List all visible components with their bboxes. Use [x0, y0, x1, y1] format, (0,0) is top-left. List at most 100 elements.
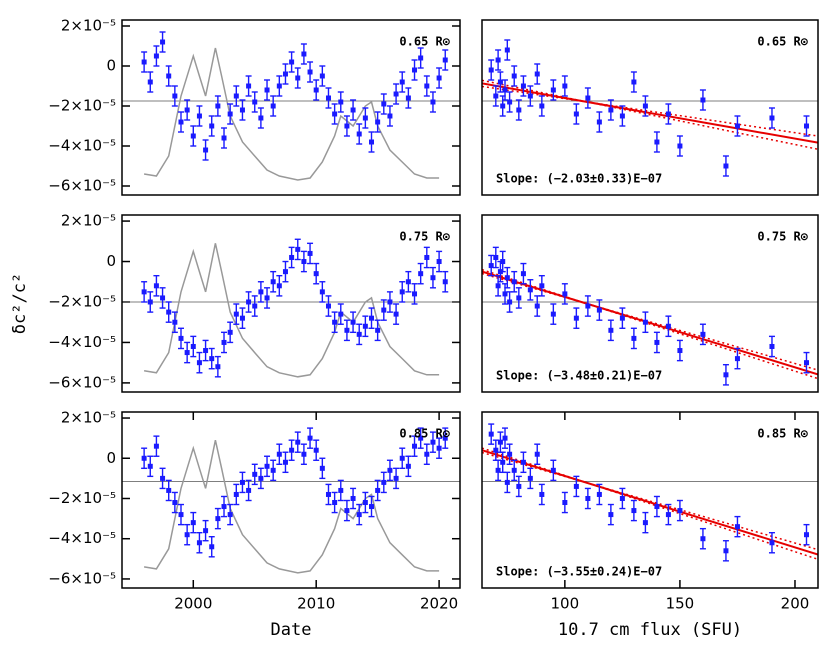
- data-point: [258, 475, 264, 481]
- data-point: [381, 307, 387, 313]
- data-point: [153, 283, 159, 289]
- data-point: [723, 548, 729, 554]
- y-tick-label: −2×10⁻⁵: [48, 489, 116, 507]
- data-point: [734, 356, 740, 362]
- fit-confidence: [482, 447, 818, 561]
- data-point: [418, 55, 424, 61]
- data-point: [344, 123, 350, 129]
- data-point: [665, 111, 671, 117]
- data-point: [700, 97, 706, 103]
- data-point: [418, 271, 424, 277]
- data-point: [497, 79, 503, 85]
- data-point: [264, 295, 270, 301]
- data-point: [319, 73, 325, 79]
- data-point: [677, 348, 683, 354]
- y-tick-label: 0: [106, 252, 116, 270]
- data-point: [209, 356, 215, 362]
- data-point: [289, 254, 295, 260]
- data-point: [516, 107, 522, 113]
- x-tick-label: 200: [781, 595, 810, 613]
- data-point: [608, 107, 614, 113]
- data-point: [246, 83, 252, 89]
- data-point: [233, 93, 239, 99]
- y-tick-label: 2×10⁻⁵: [61, 17, 116, 35]
- y-tick-label: 0: [106, 449, 116, 467]
- data-point: [270, 467, 276, 473]
- x-axis-label: Date: [271, 620, 312, 640]
- data-point: [221, 504, 227, 510]
- data-point: [270, 279, 276, 285]
- data-point: [399, 455, 405, 461]
- y-tick-label: −4×10⁻⁵: [48, 529, 116, 547]
- data-point: [203, 528, 209, 534]
- data-point: [362, 115, 368, 121]
- data-point: [405, 463, 411, 469]
- data-point: [654, 504, 660, 510]
- data-point: [356, 331, 362, 337]
- data-point: [153, 53, 159, 59]
- flux-curve: [143, 47, 440, 181]
- data-point: [338, 311, 344, 317]
- data-point: [585, 495, 591, 501]
- data-point: [387, 299, 393, 305]
- data-point: [166, 73, 172, 79]
- fit-line: [482, 270, 818, 376]
- data-point: [190, 133, 196, 139]
- data-point: [375, 487, 381, 493]
- x-tick-label: 100: [551, 595, 580, 613]
- data-point: [399, 79, 405, 85]
- data-point: [221, 339, 227, 345]
- y-tick-label: −2×10⁻⁵: [48, 292, 116, 310]
- y-tick-label: −4×10⁻⁵: [48, 333, 116, 351]
- panel-label: 0.65 R⊙: [757, 35, 808, 49]
- data-point: [507, 451, 513, 457]
- data-point: [387, 113, 393, 119]
- data-point: [233, 491, 239, 497]
- data-point: [264, 87, 270, 93]
- data-point: [313, 87, 319, 93]
- data-point: [221, 135, 227, 141]
- data-point: [196, 360, 202, 366]
- fit-confidence: [482, 85, 818, 137]
- x-tick-label: 2020: [420, 595, 458, 613]
- data-point: [190, 343, 196, 349]
- data-point: [654, 139, 660, 145]
- data-point: [769, 115, 775, 121]
- data-point: [734, 524, 740, 530]
- data-point: [350, 107, 356, 113]
- data-point: [497, 439, 503, 445]
- data-point: [184, 107, 190, 113]
- data-point: [338, 99, 344, 105]
- data-point: [313, 271, 319, 277]
- plot-area: [482, 39, 818, 177]
- data-point: [264, 463, 270, 469]
- data-point: [516, 483, 522, 489]
- data-point: [325, 303, 331, 309]
- data-point: [442, 279, 448, 285]
- slope-annotation: Slope: (−2.03±0.33)E−07: [496, 172, 662, 186]
- data-point: [375, 119, 381, 125]
- data-point: [677, 508, 683, 514]
- data-point: [665, 512, 671, 518]
- data-point: [319, 465, 325, 471]
- data-point: [239, 107, 245, 113]
- panel-frame: [481, 214, 819, 393]
- plot-area: [122, 427, 460, 574]
- data-point: [619, 495, 625, 501]
- data-point: [246, 299, 252, 305]
- data-point: [642, 520, 648, 526]
- data-point: [803, 532, 809, 538]
- data-point: [178, 119, 184, 125]
- data-point: [511, 467, 517, 473]
- data-point: [166, 487, 172, 493]
- data-point: [436, 259, 442, 265]
- data-point: [585, 95, 591, 101]
- data-point: [252, 471, 258, 477]
- data-point: [723, 372, 729, 378]
- data-point: [369, 139, 375, 145]
- data-point: [585, 303, 591, 309]
- data-point: [495, 283, 501, 289]
- data-point: [276, 283, 282, 289]
- data-point: [507, 99, 513, 105]
